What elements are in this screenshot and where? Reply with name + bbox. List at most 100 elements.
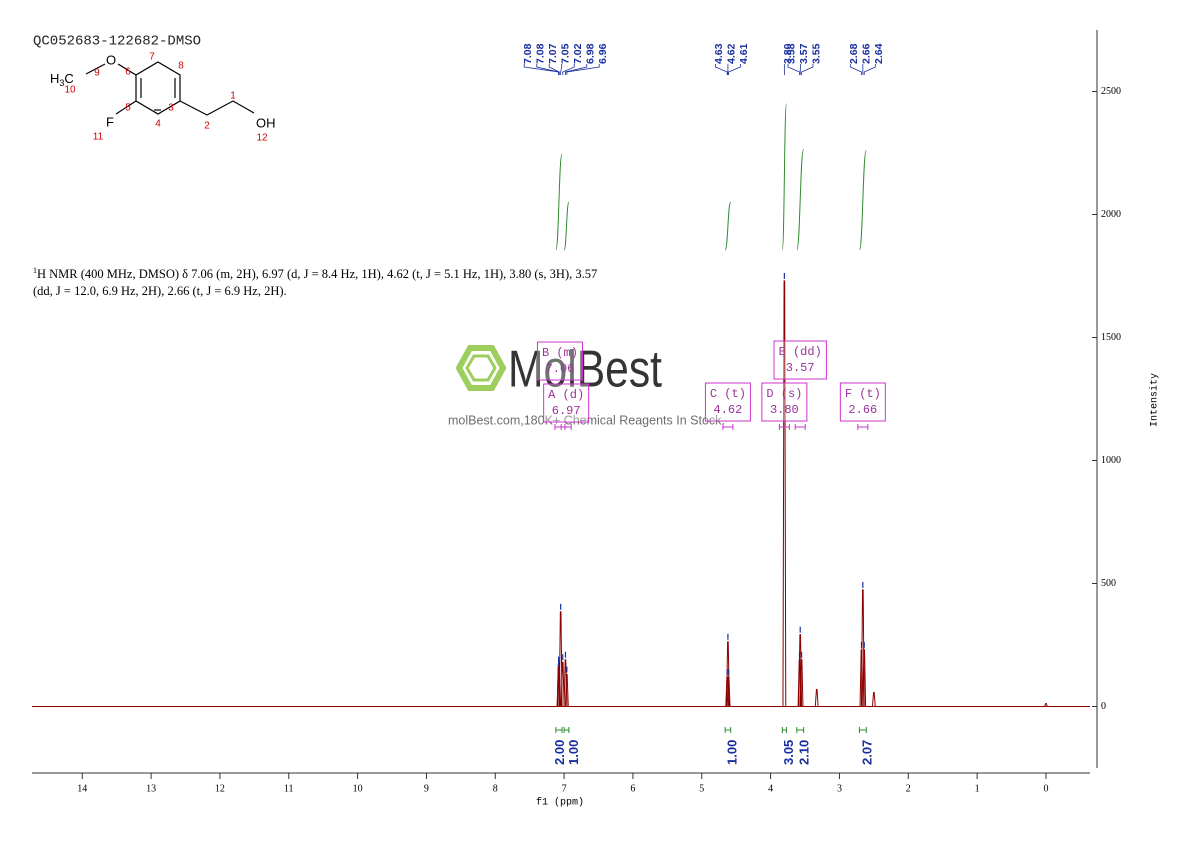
atom-subscript: 3 — [59, 78, 64, 88]
atom-number: 5 — [125, 103, 131, 114]
x-tick-label: 9 — [424, 783, 429, 794]
peak-label-connector — [562, 64, 575, 75]
integral-curve — [555, 153, 563, 251]
description-superscript: 1 — [33, 266, 37, 275]
peak-label: 2.66 — [861, 43, 873, 64]
peak-label: 7.08 — [535, 43, 547, 64]
multiplet-shift: 7.06 — [546, 362, 575, 376]
multiplet-box — [839, 382, 886, 422]
bond — [115, 100, 137, 115]
x-tick-label: 3 — [837, 783, 842, 794]
watermark-tagline: molBest.com,180K+ Chemical Reagents In S… — [448, 413, 725, 427]
atom-number: 12 — [256, 133, 268, 144]
peak-label: 4.61 — [738, 43, 750, 64]
peak-label-connector — [715, 64, 728, 75]
peak-label-connector — [801, 64, 814, 75]
multiplet-label: E (dd) — [779, 345, 822, 359]
y-tick-label: 0 — [1101, 701, 1106, 712]
integral-bracket — [858, 727, 867, 733]
multiplet-label: C (t) — [710, 387, 746, 401]
methyl-label: H3C — [50, 71, 74, 88]
multiplet-label: F (t) — [845, 387, 881, 401]
atom-number: 6 — [125, 67, 131, 78]
multiplet-box — [704, 382, 751, 422]
peak-label-connector — [849, 64, 862, 75]
multiplet-range — [722, 424, 734, 430]
integral-label: 1.00 — [724, 740, 739, 765]
peak-label-connector — [560, 64, 563, 75]
y-tick-label: 2500 — [1101, 86, 1121, 97]
spectrum-peak — [871, 691, 876, 707]
peak-label: 2.68 — [848, 43, 860, 64]
peak-label-connector — [548, 64, 560, 75]
integral-bracket — [555, 727, 563, 733]
atom-text: C — [64, 71, 73, 86]
spectrum-peak — [782, 280, 787, 707]
integral-label: 2.00 — [552, 740, 567, 765]
integral-curve — [781, 103, 787, 251]
x-tick-label: 1 — [975, 783, 980, 794]
watermark-logo-icon — [455, 345, 507, 391]
x-tick-label: 5 — [699, 783, 704, 794]
peak-label: 4.62 — [726, 43, 738, 64]
molecule-structure — [85, 61, 255, 116]
peak-label-connector — [565, 64, 588, 75]
peak-label: 7.05 — [560, 43, 572, 64]
peak-label-connector — [566, 64, 600, 75]
integral-label: 2.10 — [797, 740, 812, 765]
peak-label: 3.55 — [811, 43, 823, 64]
integral-label: 3.05 — [781, 740, 796, 765]
oxygen-label: O — [106, 52, 116, 67]
multiplet-range — [560, 424, 572, 430]
integral-bracket — [781, 727, 787, 733]
x-tick-label: 4 — [768, 783, 773, 794]
x-tick-label: 6 — [630, 783, 635, 794]
multiplet-box — [773, 340, 827, 380]
multiplet-range — [794, 424, 806, 430]
integral-curve — [858, 150, 867, 251]
x-tick-label: 0 — [1043, 783, 1048, 794]
nmr-description: 1H NMR (400 MHz, DMSO) δ 7.06 (m, 2H), 6… — [33, 262, 598, 300]
hydroxyl-label: OH — [256, 115, 276, 130]
atom-labels: H3C O F OH — [50, 52, 276, 130]
spectrum-peak — [862, 649, 867, 707]
x-tick-label: 12 — [215, 783, 225, 794]
integral-bracket — [563, 727, 570, 733]
spectrum-peak — [1044, 703, 1048, 707]
atom-number: 9 — [94, 68, 100, 79]
y-tick-label: 500 — [1101, 578, 1116, 589]
y-axis-label: Intensity — [1149, 373, 1161, 427]
atom-number: 3 — [168, 103, 174, 114]
multiplet-shift: 2.66 — [848, 403, 877, 417]
spectrum-peak — [799, 659, 804, 707]
peak-label: 3.57 — [798, 43, 810, 64]
spectrum-peak — [814, 689, 819, 707]
y-tick-label: 1500 — [1101, 332, 1121, 343]
peak-label: 3.58 — [786, 43, 798, 64]
peak-label-connector — [863, 64, 876, 75]
multiplet-label: D (s) — [766, 387, 802, 401]
multiplet-label: B (m) — [542, 346, 578, 360]
peak-label: 6.96 — [597, 43, 609, 64]
fluorine-label: F — [106, 114, 114, 129]
peak-label: 2.64 — [873, 43, 885, 64]
x-tick-label: 11 — [284, 783, 294, 794]
multiplet-range — [778, 424, 790, 430]
watermark: MolBest molBest.com,180K+ Chemical Reage… — [448, 341, 725, 428]
integral-label: 2.07 — [859, 740, 874, 765]
spectrum-peak — [564, 674, 569, 707]
x-tick-label: 2 — [906, 783, 911, 794]
x-tick-label: 14 — [77, 783, 87, 794]
bond — [85, 63, 106, 75]
multiplet-box — [543, 383, 590, 423]
integral-curve — [724, 201, 732, 251]
atom-number: 10 — [64, 85, 76, 96]
spectrum-peak — [560, 661, 565, 707]
chain-bonds — [179, 100, 255, 116]
y-tick-label: 2000 — [1101, 209, 1121, 220]
integral-bracket — [796, 727, 805, 733]
watermark-logo: MolBest — [508, 341, 662, 399]
multiplet-shift: 6.97 — [552, 404, 581, 418]
